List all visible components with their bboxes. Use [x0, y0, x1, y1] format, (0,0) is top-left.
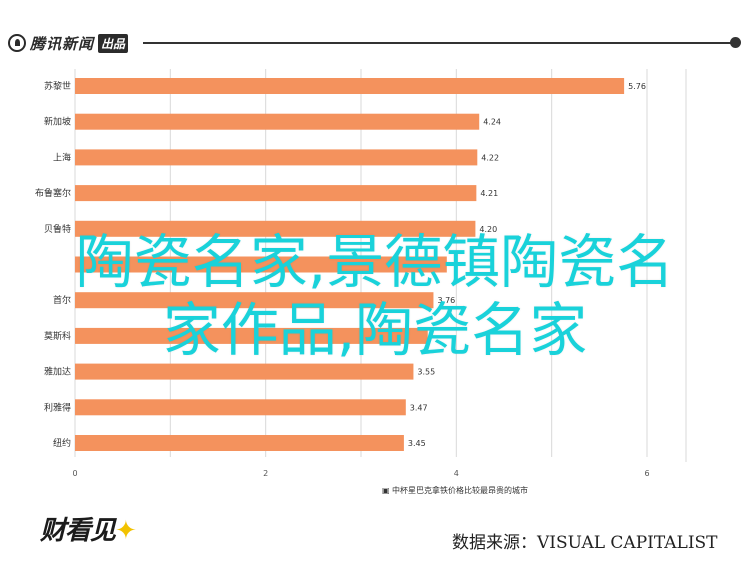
bar: [75, 220, 476, 237]
x-axis-title: ▣ 中杯星巴克拿铁价格比较最昂贵的城市: [382, 485, 528, 495]
category-label: 莫斯科: [44, 330, 71, 342]
data-label: 5.76: [628, 82, 646, 91]
bar: [75, 292, 434, 309]
data-label: 3.55: [417, 368, 435, 377]
data-label: 4.20: [479, 225, 497, 234]
category-label: 首尔: [53, 294, 71, 306]
x-tick-label: 6: [644, 469, 649, 478]
bar: [75, 435, 404, 451]
data-label: 3.76: [437, 296, 455, 305]
data-label: 4.21: [480, 189, 498, 198]
overlay-line-2: 家作品,陶瓷名家: [162, 296, 588, 364]
tencent-news-logo: 腾讯新闻 出品: [8, 32, 129, 54]
brand-spark-icon: ✦: [115, 516, 137, 546]
category-label: 新加坡: [44, 116, 71, 128]
overlay-line-1: 陶瓷名家,景德镇陶瓷名: [75, 228, 675, 296]
category-label: 苏黎世: [44, 80, 71, 92]
data-label: 4.24: [483, 118, 501, 127]
source-note: 数据来源：VISUAL CAPITALIST: [452, 533, 718, 553]
header-divider-dot: [730, 37, 741, 48]
x-tick-label: 0: [72, 469, 77, 478]
category-label: 贝鲁特: [44, 223, 71, 235]
x-tick-label: 4: [454, 469, 459, 478]
bar: [75, 149, 478, 166]
bar: [75, 363, 414, 380]
category-label: 雅加达: [44, 366, 71, 378]
bar: [75, 399, 406, 416]
category-label: 上海: [53, 151, 71, 163]
bar: [75, 78, 625, 94]
bar: [75, 327, 428, 344]
logo-badge: 出品: [98, 33, 129, 53]
logo-text: 腾讯新闻: [30, 34, 95, 53]
data-label: 4.22: [481, 153, 499, 162]
brand-text: 财看见: [40, 516, 116, 546]
tencent-news-logo-icon: [8, 34, 26, 52]
header: 腾讯新闻 出品: [8, 28, 743, 58]
brand-logo: 财看见✦: [40, 510, 137, 547]
bar: [75, 113, 480, 130]
category-label: 纽约: [53, 437, 71, 449]
category-label: 布鲁塞尔: [35, 187, 71, 199]
header-divider: [143, 42, 733, 44]
data-label: 3.45: [408, 439, 426, 448]
bar: [75, 185, 477, 202]
data-label: 3.47: [410, 403, 428, 412]
category-label: 利雅得: [44, 401, 71, 413]
bar: [75, 256, 447, 273]
x-tick-label: 2: [263, 469, 268, 478]
